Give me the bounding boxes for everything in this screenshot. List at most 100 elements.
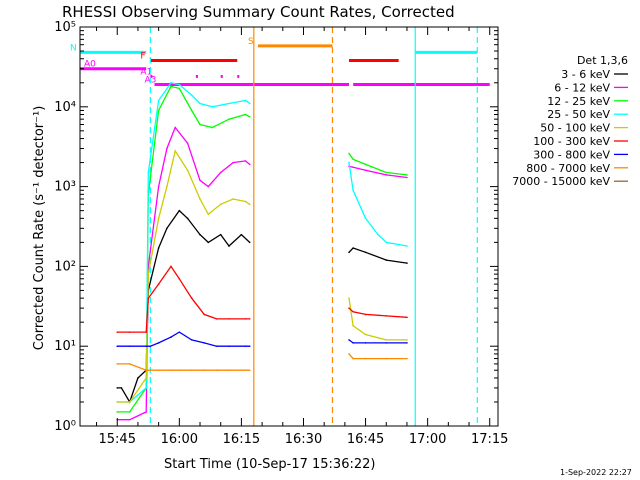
series-point-5-1-3 bbox=[385, 315, 388, 317]
series-point-0-1-3 bbox=[385, 259, 388, 261]
series-point-5-0-6 bbox=[178, 277, 181, 280]
series-point-7-1-0 bbox=[348, 353, 350, 355]
y-tick-label: 10¹ bbox=[54, 339, 76, 354]
series-point-4-0-3 bbox=[147, 273, 150, 275]
series-point-5-0-10 bbox=[228, 318, 230, 320]
series-point-6-0-10 bbox=[228, 345, 230, 348]
series-point-7-0-11 bbox=[248, 369, 251, 372]
series-point-4-1-0 bbox=[348, 297, 350, 299]
series-line-5-0 bbox=[117, 265, 250, 333]
series-point-1-0-7 bbox=[186, 142, 189, 144]
series-point-4-0-6 bbox=[174, 150, 176, 152]
series-point-2-1-4 bbox=[406, 174, 408, 176]
series-point-5-0-7 bbox=[190, 297, 193, 299]
legend-entry-label: 50 - 100 keV bbox=[540, 122, 610, 135]
series-point-6-0-2 bbox=[145, 345, 148, 348]
series-point-5-0-3 bbox=[147, 297, 150, 299]
series-point-1-1-2 bbox=[364, 169, 367, 172]
series-point-1-1-4 bbox=[406, 176, 408, 179]
series-point-5-0-4 bbox=[157, 283, 160, 285]
series-point-5-0-8 bbox=[203, 313, 205, 316]
series-point-6-0-1 bbox=[128, 345, 131, 348]
series-point-5-1-2 bbox=[364, 313, 367, 316]
series-point-3-0-4 bbox=[157, 99, 160, 102]
vertical-markers bbox=[149, 27, 478, 426]
series-point-3-1-3 bbox=[377, 233, 379, 236]
series-point-5-0-5 bbox=[170, 265, 172, 268]
series-point-2-0-5 bbox=[170, 85, 172, 88]
series-point-6-1-4 bbox=[406, 342, 408, 344]
series-point-5-0-9 bbox=[215, 318, 218, 320]
series-point-6-0-0 bbox=[116, 345, 119, 348]
series-point-7-0-6 bbox=[190, 369, 193, 372]
series-point-2-0-9 bbox=[211, 126, 214, 129]
series-point-0-0-7 bbox=[166, 227, 168, 230]
series-point-4-1-1 bbox=[352, 325, 354, 327]
series-point-0-0-3 bbox=[137, 377, 139, 379]
series-point-7-0-7 bbox=[203, 369, 205, 372]
series-point-4-0-12 bbox=[244, 200, 247, 203]
series-line-4-0 bbox=[117, 149, 251, 403]
series-line-2-0 bbox=[117, 85, 251, 413]
series-line-1-1 bbox=[348, 165, 408, 179]
legend-entry-label: 3 - 6 keV bbox=[561, 68, 610, 81]
series-point-4-0-10 bbox=[219, 203, 222, 206]
axes: 10⁰ 10¹ 10² 10³ 10⁴ 10⁵ 15:45 16:00 16:15 16:30 16… bbox=[54, 20, 508, 447]
y-tick-label: 10⁰ bbox=[54, 419, 76, 434]
series-point-3-0-12 bbox=[248, 102, 251, 105]
legend-entry-label: 25 - 50 keV bbox=[547, 108, 610, 121]
series-point-7-0-5 bbox=[178, 369, 181, 372]
series-point-4-0-7 bbox=[186, 169, 189, 172]
series-point-2-0-1 bbox=[128, 411, 131, 413]
series-point-2-0-10 bbox=[228, 118, 230, 120]
series-point-1-0-1 bbox=[128, 418, 131, 421]
series-point-6-1-2 bbox=[364, 342, 367, 344]
series-line-7-1 bbox=[348, 353, 407, 360]
series-point-4-0-0 bbox=[116, 401, 119, 403]
series-point-3-1-2 bbox=[364, 217, 367, 220]
series-point-5-1-1 bbox=[352, 310, 354, 313]
series-point-2-0-4 bbox=[157, 109, 160, 112]
series-point-4-0-1 bbox=[128, 401, 131, 403]
chart-title: RHESSI Observing Summary Count Rates, Co… bbox=[62, 3, 455, 21]
series-point-0-0-15 bbox=[248, 241, 251, 244]
series-line-3-1 bbox=[348, 162, 408, 247]
series-point-1-0-4 bbox=[157, 185, 160, 188]
series-point-5-1-0 bbox=[348, 307, 350, 309]
series-point-7-0-3 bbox=[157, 369, 160, 372]
series-point-7-0-1 bbox=[128, 363, 131, 365]
series-point-6-0-8 bbox=[203, 342, 205, 344]
x-tick-label: 15:45 bbox=[99, 432, 136, 447]
footer-timestamp: 1-Sep-2022 22:27 bbox=[560, 468, 632, 477]
series-line-3-0 bbox=[117, 82, 251, 403]
series-point-2-0-8 bbox=[199, 123, 201, 126]
series-point-3-0-5 bbox=[170, 81, 172, 84]
series-point-0-1-4 bbox=[406, 262, 408, 264]
flag-label-a1: A1 bbox=[140, 67, 152, 77]
series-point-1-0-5 bbox=[166, 147, 168, 150]
series-point-6-0-11 bbox=[244, 345, 247, 348]
x-axis-label: Start Time (10-Sep-17 15:36:22) bbox=[164, 457, 375, 472]
series-point-4-0-5 bbox=[166, 185, 168, 188]
series-point-2-1-3 bbox=[385, 171, 388, 174]
series-point-7-0-2 bbox=[145, 369, 148, 372]
series-point-4-0-2 bbox=[145, 377, 148, 379]
series-point-1-0-6 bbox=[174, 126, 176, 129]
series-point-5-1-4 bbox=[406, 316, 408, 319]
series-point-3-0-7 bbox=[190, 94, 193, 96]
y-tick-label: 10⁴ bbox=[54, 100, 76, 115]
flag-label-s: S bbox=[248, 37, 254, 47]
series-line-4-1 bbox=[348, 298, 407, 341]
series-point-2-1-0 bbox=[348, 152, 350, 155]
series-point-4-0-4 bbox=[157, 217, 160, 220]
series-point-0-0-1 bbox=[120, 387, 123, 389]
series-point-1-0-10 bbox=[219, 171, 222, 174]
y-axis-label: Corrected Count Rate (s⁻¹ detector⁻¹) bbox=[32, 106, 47, 351]
series-point-7-0-10 bbox=[244, 369, 247, 372]
series-point-1-0-8 bbox=[199, 179, 201, 182]
series-point-6-0-9 bbox=[215, 345, 218, 348]
series-point-2-0-7 bbox=[190, 109, 193, 112]
series-line-0-0 bbox=[117, 209, 251, 404]
